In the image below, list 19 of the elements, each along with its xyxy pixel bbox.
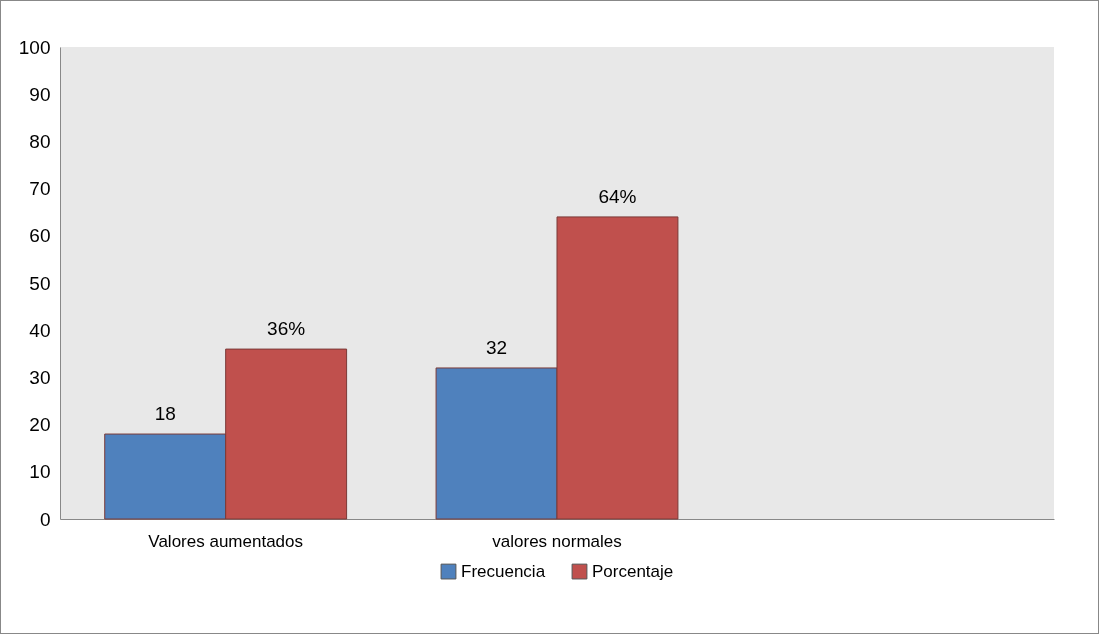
y-tick-label: 80 bbox=[29, 130, 51, 152]
y-tick-label: 30 bbox=[29, 366, 51, 388]
data-label: 64% bbox=[598, 185, 637, 207]
y-tick-label: 40 bbox=[29, 319, 51, 341]
y-tick-label: 90 bbox=[29, 83, 51, 105]
x-tick-label: valores normales bbox=[492, 531, 622, 551]
y-tick-label: 0 bbox=[39, 508, 51, 530]
y-tick-label: 10 bbox=[29, 461, 51, 483]
y-tick-label: 70 bbox=[29, 178, 51, 200]
data-label: 18 bbox=[154, 403, 176, 425]
y-tick-label: 50 bbox=[29, 272, 51, 294]
data-label: 36% bbox=[267, 318, 306, 340]
x-tick-label: Valores aumentados bbox=[148, 531, 303, 551]
y-tick-label: 100 bbox=[18, 36, 51, 58]
y-tick-label: 60 bbox=[29, 225, 51, 247]
y-tick-label: 20 bbox=[29, 414, 51, 436]
data-label: 32 bbox=[485, 336, 508, 358]
legend-label: Frecuencia bbox=[461, 561, 546, 581]
legend-label: Porcentaje bbox=[592, 561, 674, 581]
